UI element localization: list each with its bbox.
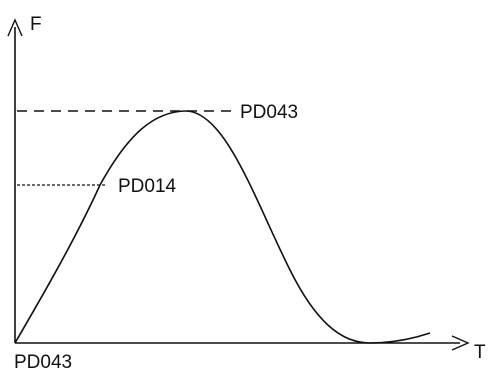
y-axis-label: F — [30, 14, 42, 35]
x-axis-arrow-icon — [451, 335, 470, 351]
origin-label: PD043 — [14, 352, 72, 372]
mid-label: PD014 — [118, 176, 177, 197]
force-curve — [14, 110, 431, 344]
peak-label: PD043 — [240, 102, 298, 123]
x-axis-label: T — [474, 342, 486, 363]
y-axis-arrow-icon — [7, 18, 23, 37]
